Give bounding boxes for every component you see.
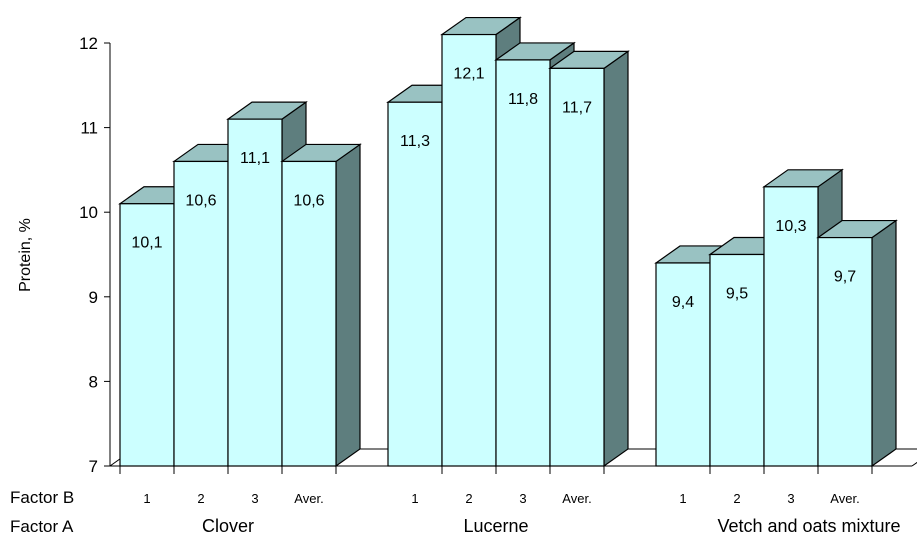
bar-front — [173, 160, 229, 467]
data-label: 9,7 — [834, 269, 856, 286]
bar — [280, 143, 362, 468]
bar-side — [871, 219, 897, 468]
data-label: 9,5 — [726, 286, 748, 303]
bar-front — [495, 59, 551, 467]
y-tick-label: 12 — [79, 34, 98, 53]
x-tick-label: 2 — [465, 491, 472, 506]
x-tick-label: 3 — [251, 491, 258, 506]
data-label: 11,7 — [562, 99, 592, 116]
bar-front — [549, 67, 605, 467]
bars-layer — [118, 16, 898, 468]
data-label: 10,6 — [185, 192, 216, 209]
x-tick-label: 3 — [787, 491, 794, 506]
x-tick-label: Aver. — [562, 491, 591, 506]
data-label: 10,1 — [131, 235, 162, 252]
bar-front — [817, 236, 873, 467]
y-tick-label: 7 — [89, 457, 98, 476]
x-tick-label: 3 — [519, 491, 526, 506]
group-label: Vetch and oats mixture — [717, 516, 900, 536]
y-tick-label: 10 — [79, 203, 98, 222]
x-tick-label: 2 — [197, 491, 204, 506]
group-label: Lucerne — [463, 516, 528, 536]
x-tick-label: 1 — [143, 491, 150, 506]
y-axis: 7 8 9 10 11 12 — [79, 34, 873, 476]
y-tick-label: 8 — [89, 372, 98, 391]
bar-front — [763, 186, 819, 467]
data-label: 10,3 — [775, 218, 806, 235]
bar-front — [709, 253, 765, 467]
bar — [548, 50, 630, 468]
data-label: 10,6 — [293, 192, 324, 209]
bar-front — [441, 33, 497, 467]
y-tick-label: 9 — [89, 288, 98, 307]
data-label: 11,3 — [400, 133, 430, 150]
bar-front — [387, 101, 443, 467]
x-tick-label: 1 — [679, 491, 686, 506]
data-label: 11,8 — [508, 91, 538, 108]
x-tick-label: 1 — [411, 491, 418, 506]
bar-front — [227, 118, 283, 467]
x-tick-label: Aver. — [830, 491, 859, 506]
data-label: 9,4 — [672, 294, 694, 311]
x-tick-label: 2 — [733, 491, 740, 506]
group-label: Clover — [202, 516, 254, 536]
bar-front — [119, 203, 175, 467]
bar-front — [281, 160, 337, 467]
bar-front — [655, 262, 711, 467]
y-axis-title: Protein, % — [17, 218, 34, 292]
data-label: 12,1 — [453, 66, 484, 83]
factor-b-row-label: Factor B — [10, 488, 74, 507]
data-label: 11,1 — [240, 150, 270, 167]
factor-a-row-label: Factor A — [10, 517, 74, 536]
bar-side — [335, 143, 361, 468]
bar-side — [603, 50, 629, 468]
y-tick-label: 11 — [80, 119, 98, 138]
x-tick-label: Aver. — [294, 491, 323, 506]
labels-layer: 10,1 1 10,6 2 11,1 3 10,6 Aver. Clover 11,3 1 12,1 2… — [131, 66, 900, 536]
bar — [816, 219, 898, 468]
